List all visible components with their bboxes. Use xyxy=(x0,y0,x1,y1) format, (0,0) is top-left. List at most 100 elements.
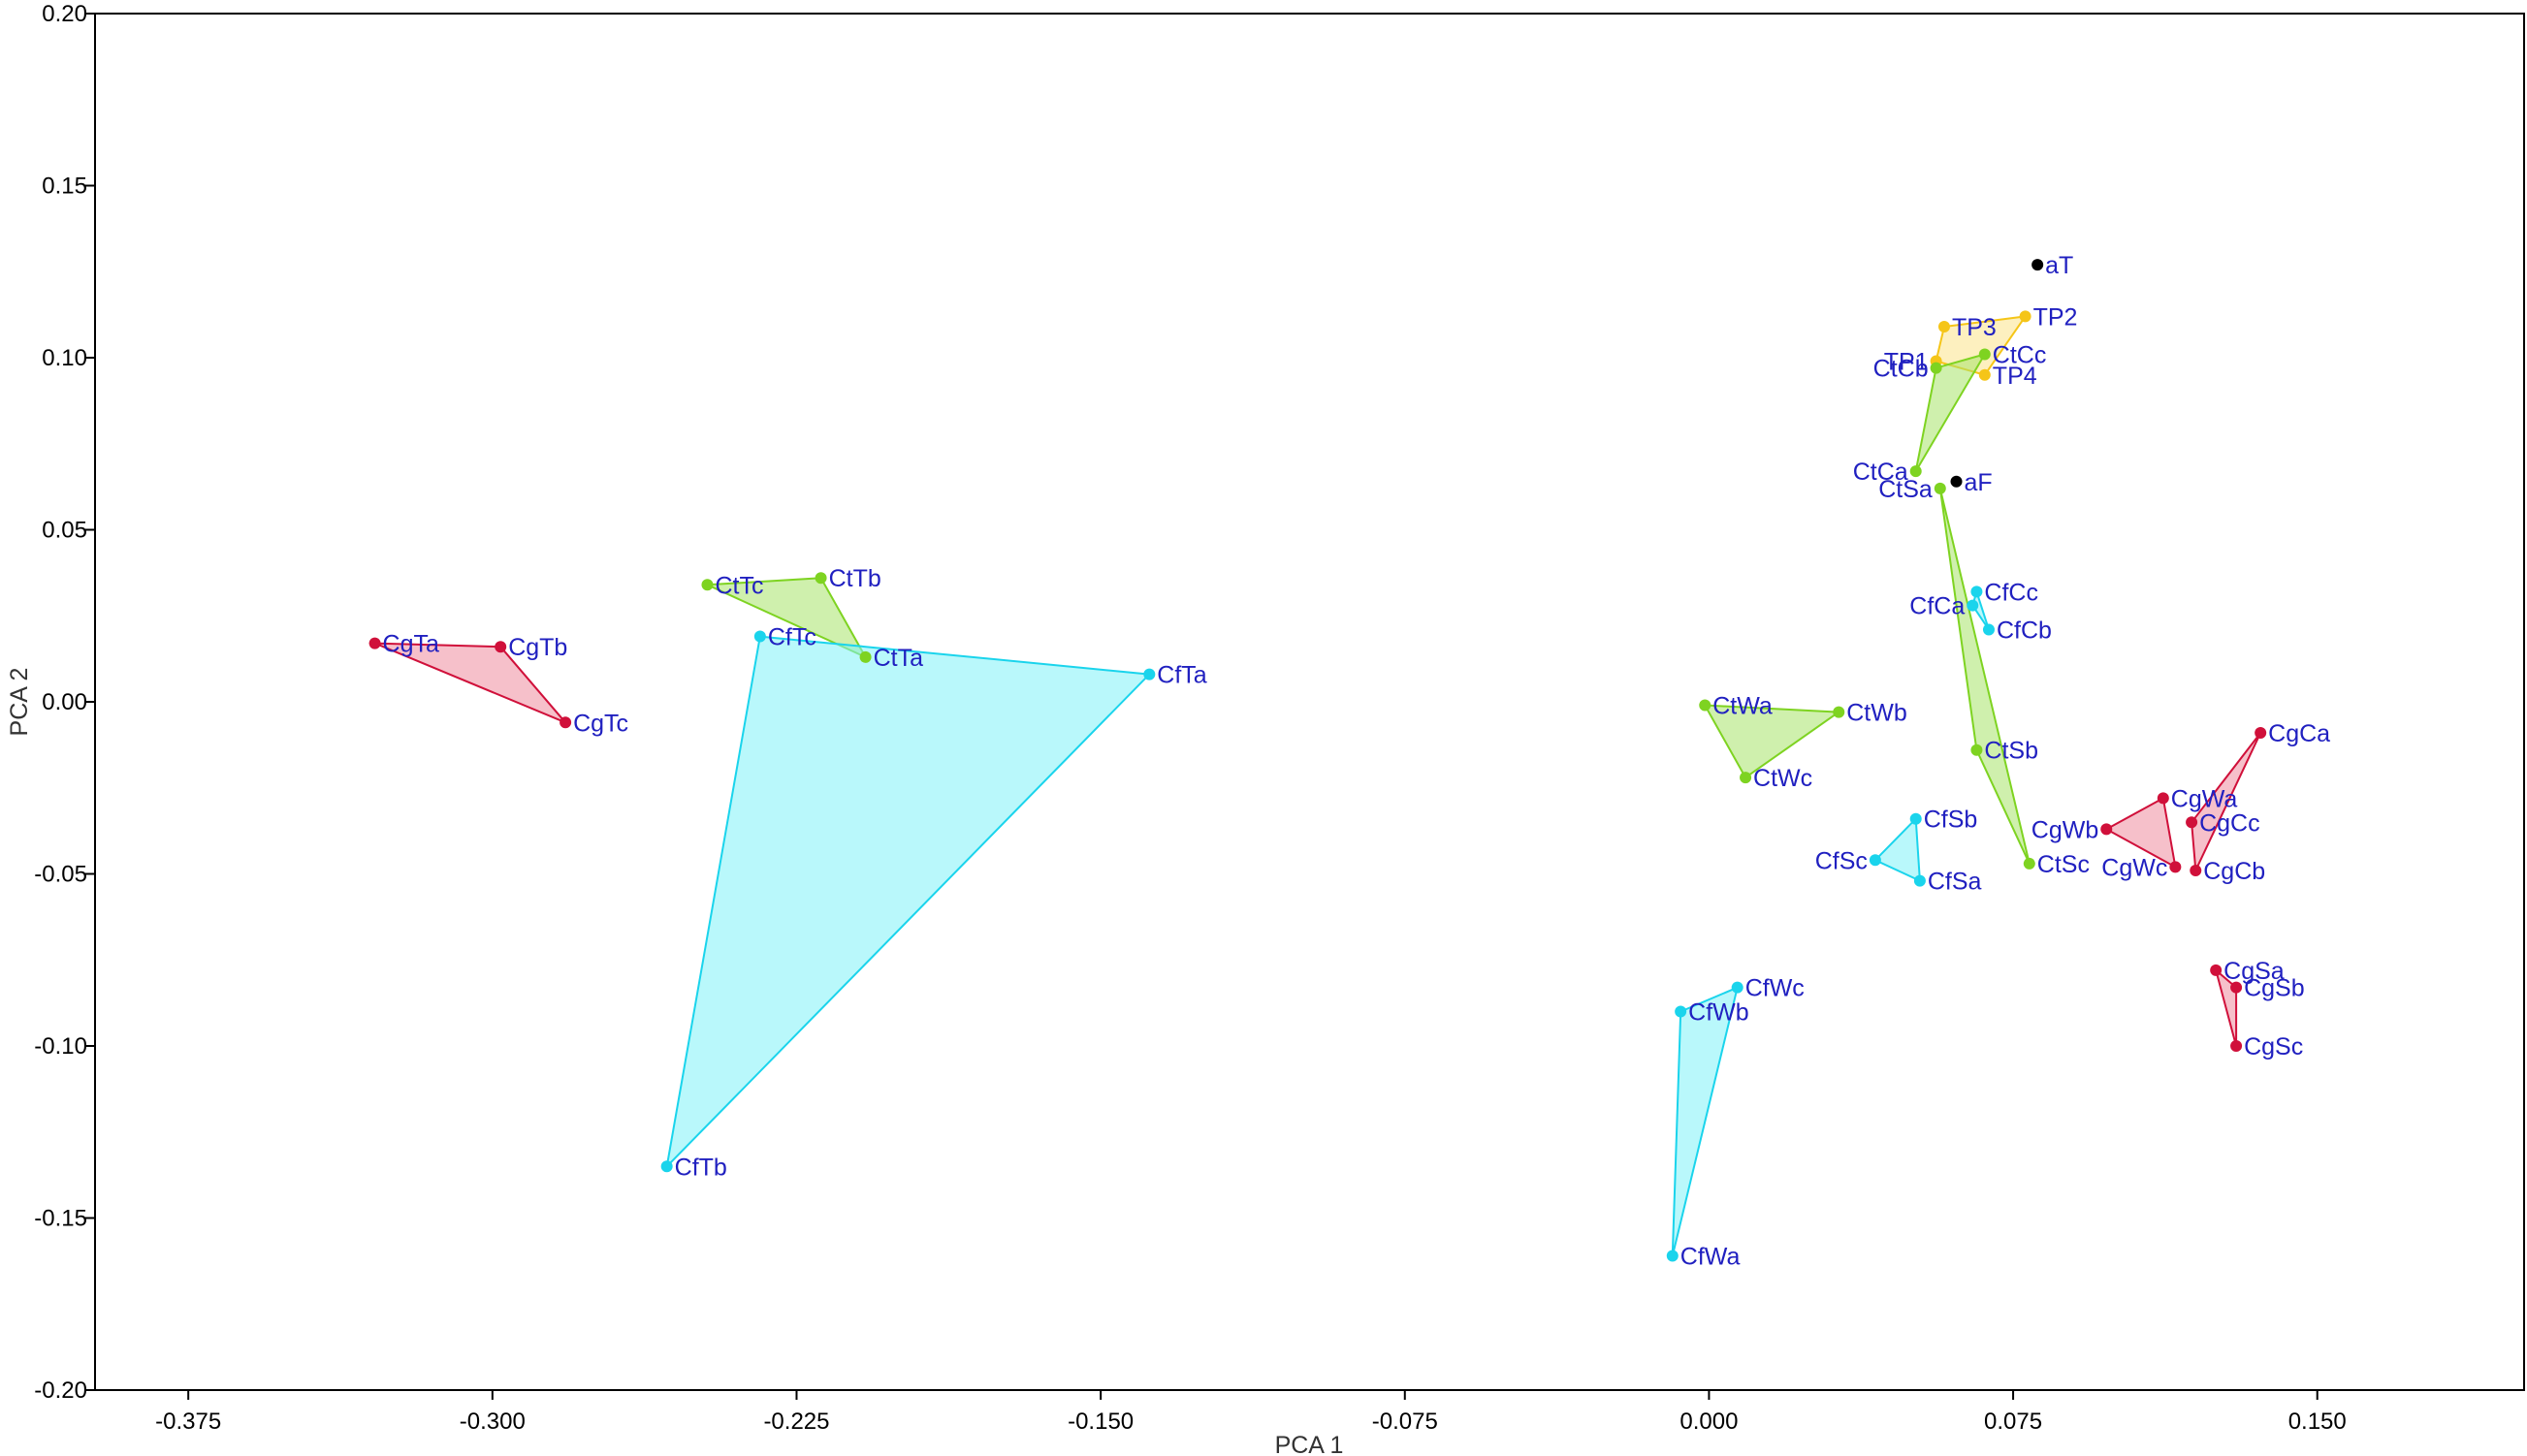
hull-cg-11 xyxy=(2105,797,2177,869)
point-cfwa xyxy=(1666,1250,1679,1262)
point-label-cfcc: CfCc xyxy=(1984,579,2038,606)
group-hulls xyxy=(373,315,2262,1257)
point-cgsa xyxy=(2210,964,2223,976)
point-label-cfcb: CfCb xyxy=(1997,617,2052,644)
point-label-cgcb: CgCb xyxy=(2203,858,2265,885)
point-cttc xyxy=(701,579,714,591)
point-cftc xyxy=(753,630,766,643)
point-label-tp2: TP2 xyxy=(2033,303,2078,331)
y-tick-label: 0.05 xyxy=(42,518,87,544)
point-label-ctta: CtTa xyxy=(874,645,924,672)
hull-cg-1 xyxy=(373,642,567,724)
point-label-cfsc: CfSc xyxy=(1815,847,1868,874)
point-cfca xyxy=(1967,599,1979,612)
y-tick-label: -0.15 xyxy=(34,1206,87,1232)
y-tick-label: 0.00 xyxy=(42,689,87,715)
point-cgcc xyxy=(2186,816,2198,829)
point-ctwc xyxy=(1740,772,1752,784)
point-label-ctcc: CtCc xyxy=(1993,341,2047,368)
point-label-cttb: CtTb xyxy=(829,565,881,592)
point-ctsc xyxy=(2023,857,2035,870)
point-cgta xyxy=(368,637,381,649)
point-label-cftb: CfTb xyxy=(675,1154,727,1181)
point-label-cfsa: CfSa xyxy=(1928,869,1982,896)
point-at xyxy=(2031,259,2044,271)
point-label-cfta: CfTa xyxy=(1157,662,1207,689)
point-label-af: aF xyxy=(1965,469,1993,496)
y-tick-label: -0.05 xyxy=(34,862,87,888)
point-label-ctca: CtCa xyxy=(1853,459,1908,486)
x-tick-label: -0.225 xyxy=(763,1409,829,1435)
point-cfsb xyxy=(1909,812,1922,825)
x-axis: -0.375 -0.300 -0.225 -0.150 -0.075 0.000 0.075… xyxy=(155,1390,2347,1435)
point-ctwb xyxy=(1833,706,1845,718)
x-tick-label: -0.300 xyxy=(460,1409,526,1435)
point-cfsa xyxy=(1913,874,1926,887)
hull-cf-10 xyxy=(1671,986,1739,1257)
plot-area xyxy=(94,13,2525,1391)
point-tp3 xyxy=(1937,321,1950,333)
point-label-at: aT xyxy=(2045,252,2073,279)
hull-cf-6 xyxy=(1971,590,1990,631)
point-label-cgtc: CgTc xyxy=(573,710,628,737)
point-ctta xyxy=(859,650,872,663)
point-label-cgsa: CgSa xyxy=(2223,958,2285,985)
y-tick-label: 0.10 xyxy=(42,345,87,371)
data-points xyxy=(368,259,2267,1262)
hull-ct-7 xyxy=(1938,487,2031,865)
hull-ct-8 xyxy=(1704,704,1840,779)
point-cgwc xyxy=(2169,861,2182,873)
hull-cg-12 xyxy=(2191,732,2262,871)
point-label-cgsb: CgSb xyxy=(2244,975,2305,1002)
x-tick-label: -0.150 xyxy=(1068,1409,1134,1435)
point-label-ctwa: CtWa xyxy=(1712,693,1773,720)
x-tick-label: 0.000 xyxy=(1679,1409,1738,1435)
y-axis: 0.20 0.15 0.10 0.05 0.00 -0.05 -0.10 -0.15 -0.20 xyxy=(34,1,95,1404)
point-label-cgwc: CgWc xyxy=(2101,854,2167,881)
point-cfwb xyxy=(1675,1005,1687,1018)
x-axis-title: PCA 1 xyxy=(1275,1432,1344,1456)
point-label-ctsb: CtSb xyxy=(1984,738,2038,765)
x-tick-label: 0.150 xyxy=(2288,1409,2347,1435)
point-label-ctcb: CtCb xyxy=(1873,356,1929,383)
point-labels: CgTa CgTb CgTc CtTc CtTb CtTa CfTc CfTa CfTb aT TP… xyxy=(383,252,2331,1270)
point-tp4 xyxy=(1978,368,1991,381)
point-label-cgca: CgCa xyxy=(2268,720,2330,747)
point-label-ctsa: CtSa xyxy=(1878,476,1933,503)
point-label-cfwc: CfWc xyxy=(1745,975,1805,1002)
point-label-cfsb: CfSb xyxy=(1924,807,1978,834)
point-label-cgta: CgTa xyxy=(383,631,439,658)
point-ctwa xyxy=(1699,699,1711,712)
point-cgsb xyxy=(2230,981,2243,994)
point-cgcb xyxy=(2190,864,2202,876)
point-label-cgwb: CgWb xyxy=(2031,816,2098,843)
point-label-cgwa: CgWa xyxy=(2171,785,2238,812)
point-label-cgtb: CgTb xyxy=(508,634,567,661)
point-ctcb xyxy=(1930,362,1942,374)
point-label-cgsc: CgSc xyxy=(2244,1033,2303,1060)
point-ctsb xyxy=(1970,744,1983,756)
y-axis-title: PCA 2 xyxy=(6,668,33,737)
point-cgwb xyxy=(2100,823,2113,836)
point-cgsc xyxy=(2230,1040,2243,1052)
point-cfcb xyxy=(1982,623,1995,636)
x-tick-label: -0.075 xyxy=(1372,1409,1438,1435)
y-tick-label: -0.20 xyxy=(34,1377,87,1404)
point-label-cfwb: CfWb xyxy=(1688,999,1749,1027)
point-label-cftc: CfTc xyxy=(768,624,816,651)
y-tick-label: 0.20 xyxy=(42,1,87,27)
point-cgtb xyxy=(495,641,507,653)
point-cfcc xyxy=(1970,586,1983,598)
point-label-cgcc: CgCc xyxy=(2199,809,2260,837)
point-tp2 xyxy=(2019,310,2031,323)
point-label-cfwa: CfWa xyxy=(1680,1244,1741,1271)
point-label-ctwc: CtWc xyxy=(1753,765,1812,792)
point-cgca xyxy=(2255,726,2267,739)
hull-ct-5 xyxy=(1914,353,1986,473)
point-label-tp4: TP4 xyxy=(1993,363,2037,390)
hull-cf-9 xyxy=(1873,817,1921,882)
point-label-tp3: TP3 xyxy=(1952,314,1997,341)
hull-ct-2 xyxy=(706,577,867,658)
point-ctcc xyxy=(1978,348,1991,361)
